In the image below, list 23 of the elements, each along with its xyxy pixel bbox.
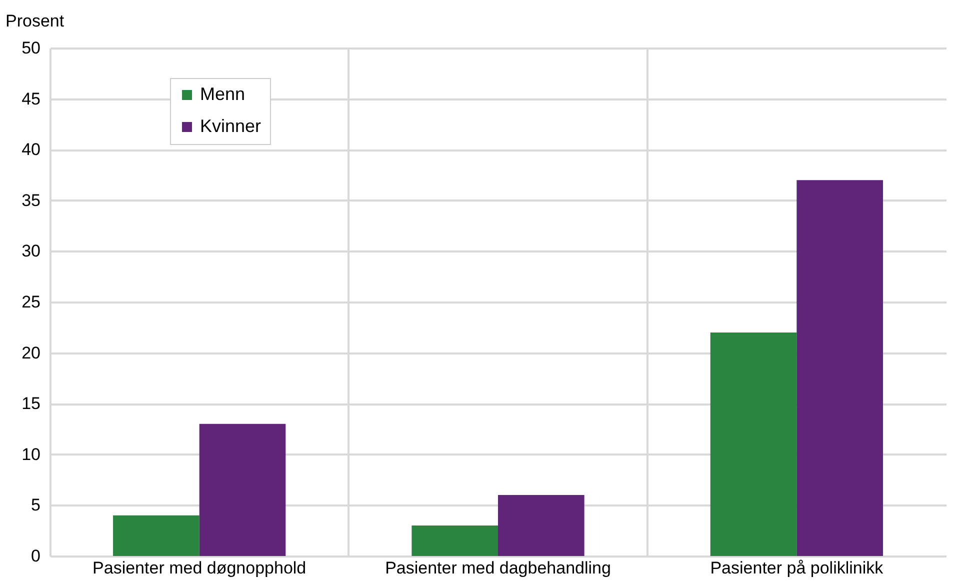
y-tick-label: 15 xyxy=(22,394,40,414)
x-tick-label: Pasienter med dagbehandling xyxy=(385,558,611,578)
y-tick-label: 25 xyxy=(22,292,40,312)
y-tick-label: 30 xyxy=(22,242,40,261)
bar xyxy=(199,424,286,556)
bar xyxy=(796,180,883,556)
legend-label: Kvinner xyxy=(200,116,262,136)
bar xyxy=(498,495,584,556)
y-tick-label: 40 xyxy=(22,140,40,160)
y-tick-label: 10 xyxy=(22,444,40,464)
y-tick-label: 50 xyxy=(22,38,40,58)
bar xyxy=(710,332,797,556)
bar xyxy=(113,515,200,556)
y-axis-title: Prosent xyxy=(6,12,64,30)
y-tick-label: 5 xyxy=(31,496,40,515)
legend-label: Menn xyxy=(200,84,246,104)
x-tick-label: Pasienter på poliklinikk xyxy=(710,558,884,578)
y-tick-label: 0 xyxy=(31,546,40,566)
y-tick-label: 35 xyxy=(22,190,40,210)
y-tick-label: 20 xyxy=(22,343,40,362)
y-tick-label: 45 xyxy=(22,89,40,108)
bar xyxy=(412,526,498,556)
x-tick-label: Pasienter med døgnopphold xyxy=(92,558,306,578)
